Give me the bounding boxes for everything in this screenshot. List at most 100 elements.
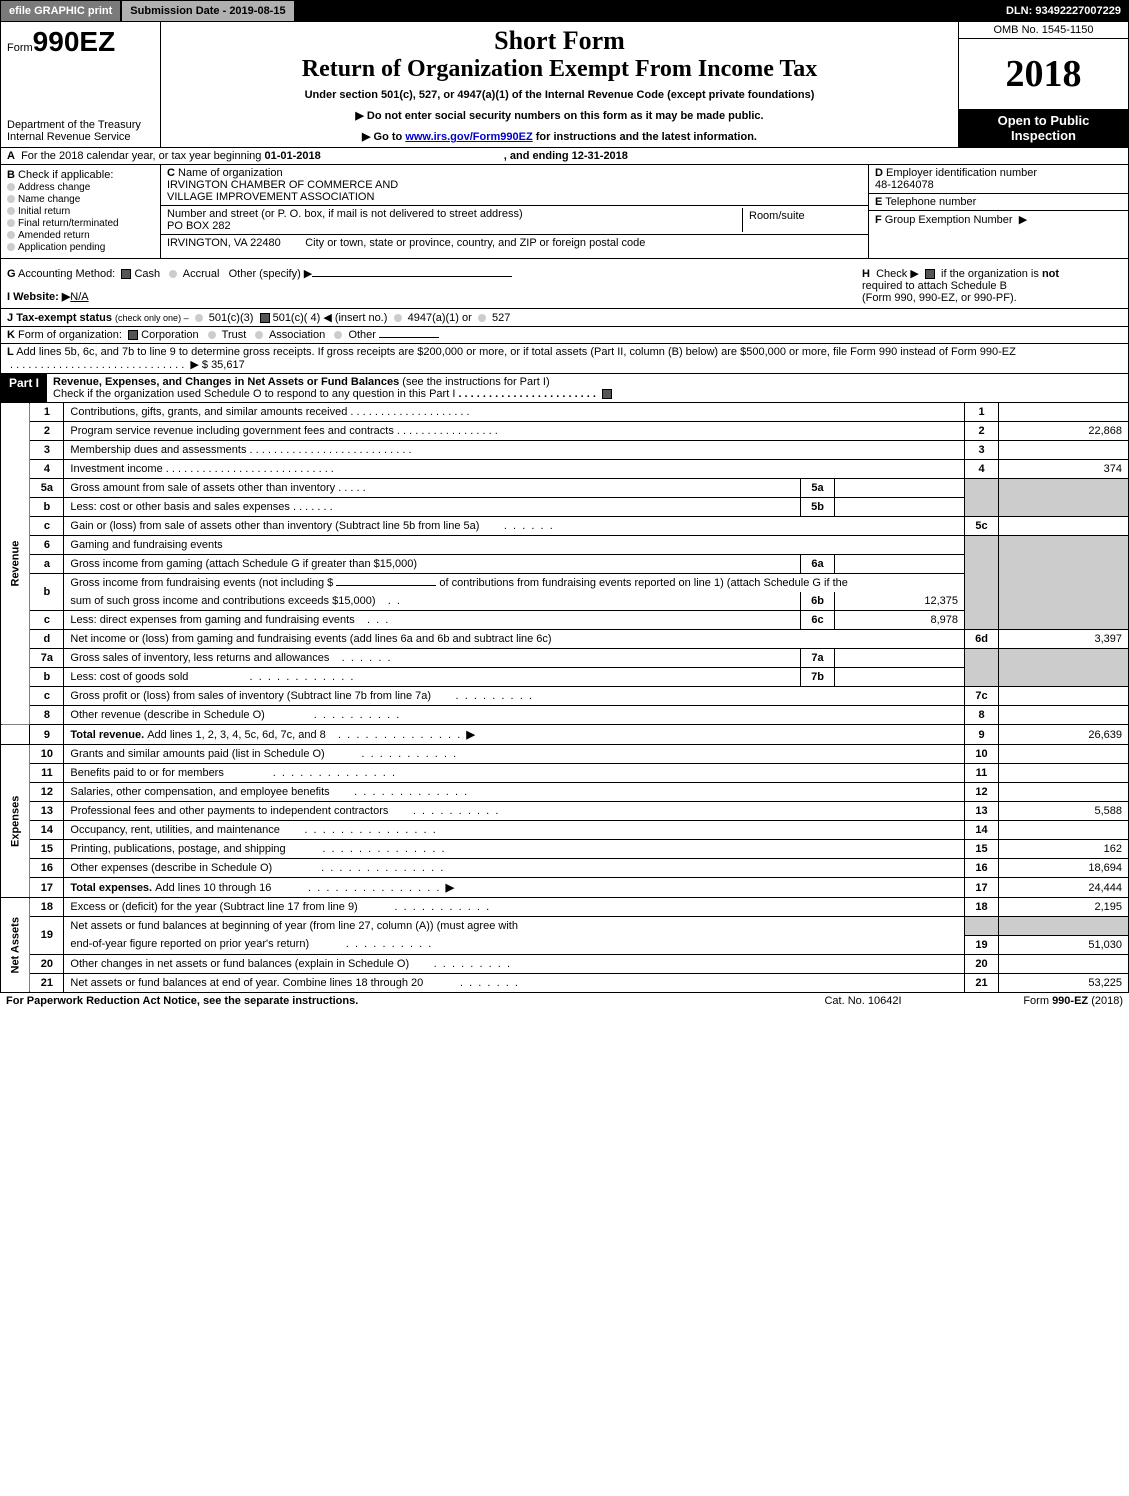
section-h: H Check ▶ if the organization is not req… bbox=[862, 267, 1122, 304]
check-name-change[interactable]: Name change bbox=[7, 194, 154, 205]
section-gh: G Accounting Method: Cash Accrual Other … bbox=[0, 259, 1129, 309]
table-row: Revenue 1 Contributions, gifts, grants, … bbox=[1, 403, 1129, 422]
line-6b-value: 12,375 bbox=[835, 592, 965, 611]
table-row: 13 Professional fees and other payments … bbox=[1, 802, 1129, 821]
efile-graphic-print-button[interactable]: efile GRAPHIC print bbox=[0, 0, 121, 22]
org-info-grid: B Check if applicable: Address change Na… bbox=[0, 165, 1129, 259]
form-ref: Form 990-EZ (2018) bbox=[963, 995, 1123, 1007]
table-row: end-of-year figure reported on prior yea… bbox=[1, 935, 1129, 954]
table-row: 16 Other expenses (describe in Schedule … bbox=[1, 859, 1129, 878]
top-bar: efile GRAPHIC print Submission Date - 20… bbox=[0, 0, 1129, 22]
section-i: I Website: ▶N/A bbox=[7, 290, 862, 303]
main-title: Return of Organization Exempt From Incom… bbox=[167, 56, 952, 83]
line-21-value: 53,225 bbox=[999, 973, 1129, 992]
section-d: D Employer identification number 48-1264… bbox=[869, 165, 1128, 194]
table-row: sum of such gross income and contributio… bbox=[1, 592, 1129, 611]
org-name-2: VILLAGE IMPROVEMENT ASSOCIATION bbox=[167, 191, 374, 203]
check-initial-return[interactable]: Initial return bbox=[7, 206, 154, 217]
table-row: 2 Program service revenue including gove… bbox=[1, 422, 1129, 441]
section-g: G Accounting Method: Cash Accrual Other … bbox=[7, 267, 862, 280]
line-4-value: 374 bbox=[999, 460, 1129, 479]
table-row: b Less: cost of goods sold . . . . . . .… bbox=[1, 668, 1129, 687]
schedule-b-checkbox[interactable] bbox=[925, 269, 935, 279]
part1-header: Part I Revenue, Expenses, and Changes in… bbox=[0, 374, 1129, 403]
line-17-value: 24,444 bbox=[999, 878, 1129, 898]
line-9-value: 26,639 bbox=[999, 725, 1129, 745]
table-row: Expenses 10 Grants and similar amounts p… bbox=[1, 745, 1129, 764]
line-18-value: 2,195 bbox=[999, 898, 1129, 917]
accrual-checkbox[interactable] bbox=[169, 270, 177, 278]
irs-link[interactable]: www.irs.gov/Form990EZ bbox=[405, 131, 532, 143]
tax-year: 2018 bbox=[959, 39, 1128, 109]
line-16-value: 18,694 bbox=[999, 859, 1129, 878]
table-row: d Net income or (loss) from gaming and f… bbox=[1, 630, 1129, 649]
part1-label: Part I bbox=[1, 374, 47, 402]
table-row: b Less: cost or other basis and sales ex… bbox=[1, 498, 1129, 517]
page-footer: For Paperwork Reduction Act Notice, see … bbox=[0, 993, 1129, 1009]
table-row: 12 Salaries, other compensation, and emp… bbox=[1, 783, 1129, 802]
paperwork-notice: For Paperwork Reduction Act Notice, see … bbox=[6, 995, 763, 1007]
section-f: F Group Exemption Number ▶ bbox=[869, 211, 1128, 258]
section-a: A For the 2018 calendar year, or tax yea… bbox=[0, 148, 1129, 165]
section-k: K Form of organization: Corporation Trus… bbox=[0, 327, 1129, 344]
check-final-return[interactable]: Final return/terminated bbox=[7, 218, 154, 229]
dln-label: DLN: 93492227007229 bbox=[998, 0, 1129, 22]
section-e: E Telephone number bbox=[869, 194, 1128, 211]
table-row: c Less: direct expenses from gaming and … bbox=[1, 611, 1129, 630]
net-assets-label: Net Assets bbox=[1, 898, 30, 993]
ein-value: 48-1264078 bbox=[875, 179, 934, 191]
table-row: 6 Gaming and fundraising events bbox=[1, 536, 1129, 555]
table-row: 15 Printing, publications, postage, and … bbox=[1, 840, 1129, 859]
line-2-value: 22,868 bbox=[999, 422, 1129, 441]
form-number: 990EZ bbox=[33, 26, 116, 57]
line-15-value: 162 bbox=[999, 840, 1129, 859]
schedule-o-checkbox[interactable] bbox=[602, 389, 612, 399]
open-to-public: Open to PublicInspection bbox=[959, 109, 1128, 147]
submission-date-label: Submission Date - 2019-08-15 bbox=[121, 0, 294, 22]
table-row: 19 Net assets or fund balances at beginn… bbox=[1, 917, 1129, 936]
part1-table: Revenue 1 Contributions, gifts, grants, … bbox=[0, 403, 1129, 993]
cash-checkbox[interactable] bbox=[121, 269, 131, 279]
table-row: 9 Total revenue. Add lines 1, 2, 3, 4, 5… bbox=[1, 725, 1129, 745]
line-6d-value: 3,397 bbox=[999, 630, 1129, 649]
goto-instruction: ▶ Go to www.irs.gov/Form990EZ for instru… bbox=[167, 130, 952, 143]
omb-number: OMB No. 1545-1150 bbox=[959, 22, 1128, 39]
cat-no: Cat. No. 10642I bbox=[763, 995, 963, 1007]
table-row: 8 Other revenue (describe in Schedule O)… bbox=[1, 706, 1129, 725]
room-suite: Room/suite bbox=[742, 208, 862, 232]
section-b: B Check if applicable: Address change Na… bbox=[1, 165, 161, 258]
org-city: IRVINGTON, VA 22480 bbox=[167, 237, 281, 249]
form-prefix: Form bbox=[7, 42, 33, 54]
table-row: c Gain or (loss) from sale of assets oth… bbox=[1, 517, 1129, 536]
table-row: 17 Total expenses. Add lines 10 through … bbox=[1, 878, 1129, 898]
table-row: c Gross profit or (loss) from sales of i… bbox=[1, 687, 1129, 706]
table-row: 11 Benefits paid to or for members . . .… bbox=[1, 764, 1129, 783]
short-form-title: Short Form bbox=[167, 26, 952, 56]
table-row: 3 Membership dues and assessments . . . … bbox=[1, 441, 1129, 460]
section-l: L Add lines 5b, 6c, and 7b to line 9 to … bbox=[0, 344, 1129, 374]
check-amended-return[interactable]: Amended return bbox=[7, 230, 154, 241]
dept-irs: Internal Revenue Service bbox=[7, 131, 154, 143]
sub-title: Under section 501(c), 527, or 4947(a)(1)… bbox=[167, 89, 952, 101]
table-row: 14 Occupancy, rent, utilities, and maint… bbox=[1, 821, 1129, 840]
table-row: b Gross income from fundraising events (… bbox=[1, 574, 1129, 593]
line-19-value: 51,030 bbox=[999, 935, 1129, 954]
ssn-warning: ▶ Do not enter social security numbers o… bbox=[167, 109, 952, 122]
section-c: C Name of organization IRVINGTON CHAMBER… bbox=[161, 165, 868, 258]
table-row: 7a Gross sales of inventory, less return… bbox=[1, 649, 1129, 668]
check-application-pending[interactable]: Application pending bbox=[7, 242, 154, 253]
org-address: PO BOX 282 bbox=[167, 220, 231, 232]
check-address-change[interactable]: Address change bbox=[7, 182, 154, 193]
table-row: 5a Gross amount from sale of assets othe… bbox=[1, 479, 1129, 498]
dept-treasury: Department of the Treasury bbox=[7, 119, 154, 131]
line-6c-value: 8,978 bbox=[835, 611, 965, 630]
table-row: a Gross income from gaming (attach Sched… bbox=[1, 555, 1129, 574]
table-row: 21 Net assets or fund balances at end of… bbox=[1, 973, 1129, 992]
line-13-value: 5,588 bbox=[999, 802, 1129, 821]
table-row: 20 Other changes in net assets or fund b… bbox=[1, 954, 1129, 973]
section-j: J Tax-exempt status (check only one) – 5… bbox=[0, 309, 1129, 327]
website-value: N/A bbox=[70, 291, 88, 303]
org-name-1: IRVINGTON CHAMBER OF COMMERCE AND bbox=[167, 179, 398, 191]
table-row: 4 Investment income . . . . . . . . . . … bbox=[1, 460, 1129, 479]
table-row: Net Assets 18 Excess or (deficit) for th… bbox=[1, 898, 1129, 917]
